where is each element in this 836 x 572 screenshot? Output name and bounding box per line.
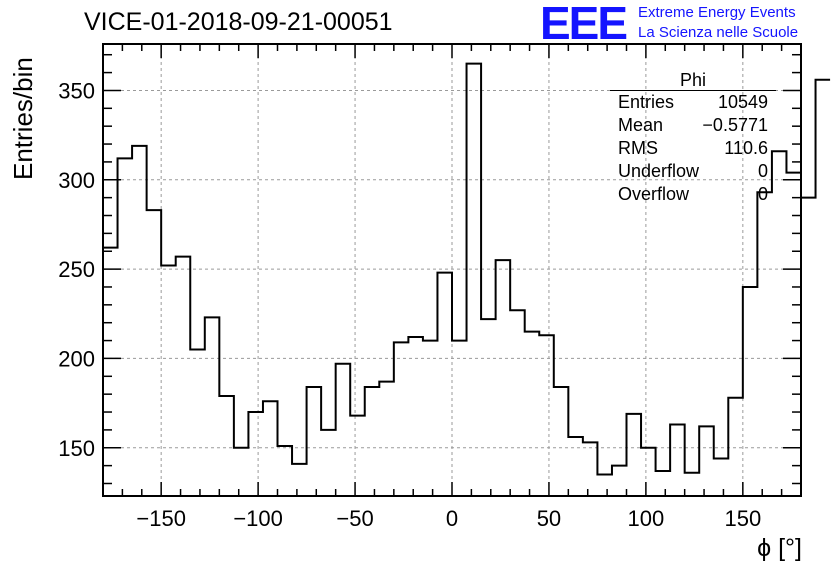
histogram-bin [437, 273, 452, 496]
stats-row: RMS 110.6 [610, 137, 776, 160]
histogram-bin [263, 401, 278, 496]
histogram-bin [379, 382, 394, 496]
histogram-bin [321, 430, 336, 496]
histogram-bin [467, 64, 482, 496]
stats-row: Underflow 0 [610, 160, 776, 183]
histogram-bin [525, 332, 540, 496]
eee-logo: EEE [540, 0, 628, 49]
histogram-bin [118, 158, 133, 496]
histogram-bin [336, 364, 351, 496]
histogram-bin [452, 341, 467, 496]
y-tick-label: 150 [58, 436, 95, 461]
stats-label: Mean [618, 115, 664, 135]
stats-value: 0 [757, 184, 768, 204]
histogram-bin [612, 466, 627, 496]
x-tick-label: 0 [446, 506, 458, 531]
histogram-bin [248, 412, 263, 496]
histogram-bin [307, 387, 322, 496]
x-tick-label: −50 [336, 506, 373, 531]
histogram-bin [656, 471, 671, 496]
y-tick-label: 250 [58, 257, 95, 282]
histogram-bin [670, 425, 685, 496]
histogram-bin [219, 396, 234, 496]
histogram-bin [132, 146, 147, 496]
x-axis-label: ϕ [°] [757, 534, 802, 562]
histogram-bin [685, 473, 700, 496]
stats-row: Overflow 0 [610, 183, 776, 206]
histogram-bin [103, 248, 118, 496]
stats-label: Underflow [618, 161, 700, 181]
histogram-bin [583, 442, 598, 496]
histogram-bin [743, 287, 758, 496]
stats-value: −0.5771 [702, 115, 768, 135]
histogram-bin [728, 398, 743, 496]
stats-row: Entries 10549 [610, 91, 776, 114]
histogram-bin [423, 341, 438, 496]
stats-title: Phi [610, 70, 776, 91]
stats-box: Phi Entries 10549 Mean −0.5771 RMS 110.6… [610, 70, 776, 206]
histogram-bin [481, 319, 496, 496]
histogram-bin [801, 198, 816, 496]
y-tick-label: 350 [58, 78, 95, 103]
histogram-bin [699, 426, 714, 496]
histogram-bin [394, 342, 409, 496]
histogram-bin [554, 387, 569, 496]
histogram-bin [278, 446, 293, 496]
histogram-bin [714, 458, 729, 496]
histogram-bin [597, 475, 612, 496]
x-tick-label: 150 [724, 506, 761, 531]
histogram-bin [627, 414, 642, 496]
logo-caption: Extreme Energy Events La Scienza nelle S… [638, 3, 798, 43]
histogram-bin [641, 448, 656, 496]
y-axis-label: Entries/bin [8, 57, 38, 180]
chart-title: VICE-01-2018-09-21-00051 [84, 8, 393, 36]
histogram-bin [292, 464, 307, 496]
logo-line-2: La Scienza nelle Scuole [638, 24, 799, 41]
stats-label: Entries [618, 92, 675, 112]
stats-label: Overflow [618, 184, 690, 204]
x-tick-label: −150 [136, 506, 186, 531]
x-tick-label: −100 [233, 506, 283, 531]
axis-ticks [103, 44, 801, 496]
stats-label: RMS [618, 138, 658, 158]
stats-value: 110.6 [724, 138, 768, 158]
histogram-bin [757, 192, 772, 496]
axis-tick-labels: −150 −100 −50 0 50 100 150 150 200 250 300 350 [58, 78, 761, 531]
histogram-bin [539, 335, 554, 496]
histogram-bars [103, 62, 831, 496]
histogram-bin [408, 337, 423, 496]
y-tick-label: 200 [58, 346, 95, 371]
histogram-bin [568, 437, 583, 496]
histogram-bin [510, 310, 525, 496]
histogram-bin [365, 387, 380, 496]
stats-row: Mean −0.5771 [610, 114, 776, 137]
histogram-bin [350, 416, 365, 496]
x-tick-label: 100 [628, 506, 665, 531]
histogram-bin [496, 260, 511, 496]
histogram-bin [234, 448, 249, 496]
histogram-bin [816, 80, 831, 496]
stats-value: 10549 [717, 92, 768, 112]
y-tick-label: 300 [58, 168, 95, 193]
logo-line-1: Extreme Energy Events [638, 4, 796, 21]
histogram-bin [176, 257, 191, 496]
histogram-outline [103, 62, 831, 476]
histogram-bin [190, 350, 205, 496]
histogram-bin [147, 210, 162, 496]
histogram-bin [205, 317, 220, 496]
stats-value: 0 [757, 161, 768, 181]
x-tick-label: 50 [537, 506, 561, 531]
histogram-bin [161, 266, 176, 496]
